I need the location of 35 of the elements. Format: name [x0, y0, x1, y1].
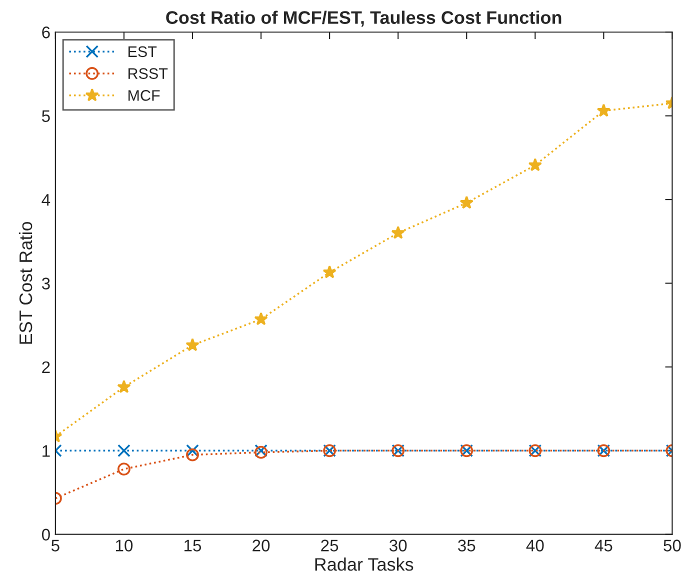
y-axis-title: EST Cost Ratio	[18, 222, 32, 344]
point	[460, 196, 474, 209]
y-tick-label: 2	[42, 361, 50, 373]
x-tick-label: 20	[252, 540, 270, 552]
x-tick-label: 5	[51, 540, 60, 552]
point	[118, 462, 130, 476]
point	[596, 104, 611, 117]
chart-title: Cost Ratio of MCF/EST, Tauless Cost Function	[166, 10, 562, 27]
y-tick-label: 6	[42, 26, 50, 38]
point	[117, 380, 131, 393]
point	[322, 265, 336, 278]
point	[186, 338, 200, 352]
x-tick-label: 45	[594, 540, 612, 552]
point	[118, 444, 130, 458]
x-tick-label: 10	[116, 540, 133, 552]
point	[254, 312, 268, 326]
legend-label: EST	[128, 46, 157, 58]
point	[186, 448, 199, 462]
legend-label: RSST	[128, 68, 168, 79]
y-tick-label: 4	[42, 194, 50, 206]
point	[528, 158, 542, 172]
x-tick-label: 50	[664, 540, 681, 552]
point	[186, 444, 199, 458]
point	[391, 226, 405, 239]
x-tick-label: 30	[389, 540, 407, 552]
x-tick-label: 15	[184, 540, 202, 552]
legend-label: MCF	[128, 90, 160, 101]
y-tick-label: 1	[42, 445, 50, 457]
x-tick-label: 40	[526, 540, 544, 552]
y-tick-label: 5	[42, 110, 50, 122]
x-axis-title: Radar Tasks	[315, 558, 414, 571]
y-tick-label: 0	[42, 528, 50, 541]
y-tick-label: 3	[42, 278, 50, 290]
x-tick-label: 25	[321, 540, 338, 552]
x-tick-label: 35	[458, 540, 476, 552]
